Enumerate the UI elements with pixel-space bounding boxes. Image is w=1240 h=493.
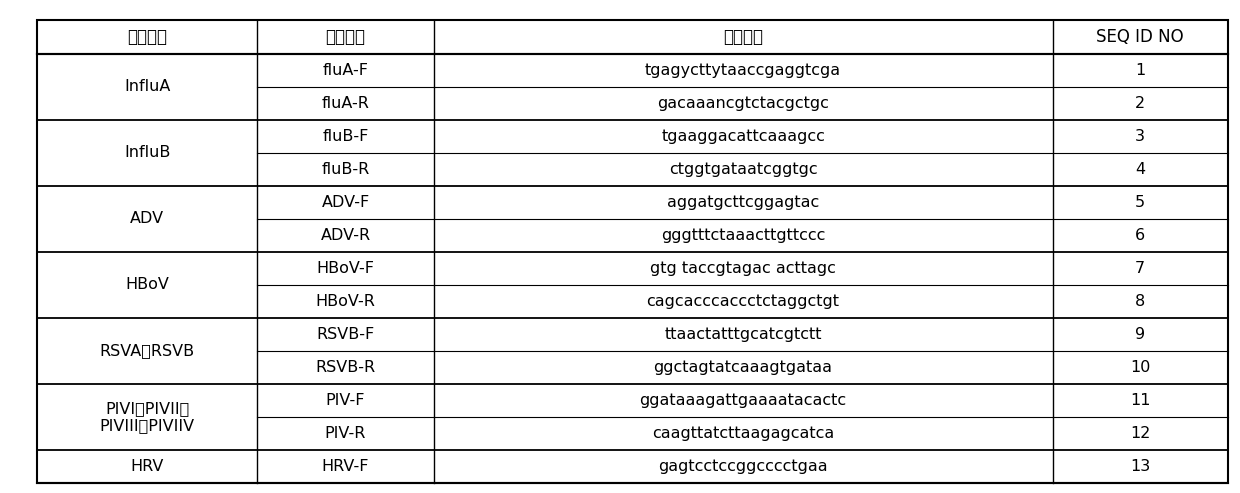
Text: ggctagtatcaaagtgataa: ggctagtatcaaagtgataa	[653, 360, 832, 375]
Text: RSVB-R: RSVB-R	[315, 360, 376, 375]
Text: gagtcctccggcccctgaa: gagtcctccggcccctgaa	[658, 459, 828, 474]
Text: tgaaggacattcaaagcc: tgaaggacattcaaagcc	[661, 129, 825, 143]
Text: ADV: ADV	[130, 211, 165, 226]
Text: cagcacccaccctctaggctgt: cagcacccaccctctaggctgt	[646, 294, 839, 309]
Text: PIV-F: PIV-F	[326, 393, 366, 408]
Text: ggataaagattgaaaatacactc: ggataaagattgaaaatacactc	[640, 393, 847, 408]
Text: aggatgcttcggagtac: aggatgcttcggagtac	[667, 195, 820, 210]
Text: InfluB: InfluB	[124, 145, 170, 160]
Text: HBoV: HBoV	[125, 278, 169, 292]
Text: InfluA: InfluA	[124, 79, 170, 94]
Text: 9: 9	[1135, 327, 1146, 342]
Text: caagttatcttaagagcatca: caagttatcttaagagcatca	[652, 426, 835, 441]
Text: PIVI、PIVII、
PIVIII、PIVIIV: PIVI、PIVII、 PIVIII、PIVIIV	[99, 401, 195, 433]
Text: HBoV-F: HBoV-F	[316, 261, 374, 276]
Text: 引物序列: 引物序列	[723, 28, 763, 46]
Text: fluA-F: fluA-F	[322, 63, 368, 77]
Text: 4: 4	[1135, 162, 1146, 176]
Text: fluB-F: fluB-F	[322, 129, 368, 143]
Text: HRV-F: HRV-F	[321, 459, 370, 474]
Text: 12: 12	[1130, 426, 1151, 441]
Text: tgagycttytaaccgaggtcga: tgagycttytaaccgaggtcga	[645, 63, 841, 77]
Text: gacaaancgtctacgctgc: gacaaancgtctacgctgc	[657, 96, 830, 110]
Text: 引物代码: 引物代码	[326, 28, 366, 46]
Text: 13: 13	[1130, 459, 1151, 474]
Text: 3: 3	[1135, 129, 1145, 143]
Text: 11: 11	[1130, 393, 1151, 408]
Text: gggtttctaaacttgttccc: gggtttctaaacttgttccc	[661, 228, 826, 243]
Text: ADV-F: ADV-F	[321, 195, 370, 210]
Text: RSVA、RSVB: RSVA、RSVB	[99, 344, 195, 358]
Text: HRV: HRV	[130, 459, 164, 474]
Text: HBoV-R: HBoV-R	[315, 294, 376, 309]
Text: fluB-R: fluB-R	[321, 162, 370, 176]
Text: SEQ ID NO: SEQ ID NO	[1096, 28, 1184, 46]
Text: 8: 8	[1135, 294, 1146, 309]
Text: 5: 5	[1135, 195, 1146, 210]
Text: ttaactatttgcatcgtctt: ttaactatttgcatcgtctt	[665, 327, 822, 342]
Text: gtg taccgtagac acttagc: gtg taccgtagac acttagc	[650, 261, 836, 276]
Text: PIV-R: PIV-R	[325, 426, 366, 441]
Text: 6: 6	[1135, 228, 1146, 243]
Text: RSVB-F: RSVB-F	[316, 327, 374, 342]
Text: 10: 10	[1130, 360, 1151, 375]
Text: 2: 2	[1135, 96, 1146, 110]
Text: 7: 7	[1135, 261, 1146, 276]
Text: fluA-R: fluA-R	[321, 96, 370, 110]
Text: 检测目标: 检测目标	[128, 28, 167, 46]
Text: ctggtgataatcggtgc: ctggtgataatcggtgc	[668, 162, 817, 176]
Text: 1: 1	[1135, 63, 1146, 77]
Text: ADV-R: ADV-R	[320, 228, 371, 243]
